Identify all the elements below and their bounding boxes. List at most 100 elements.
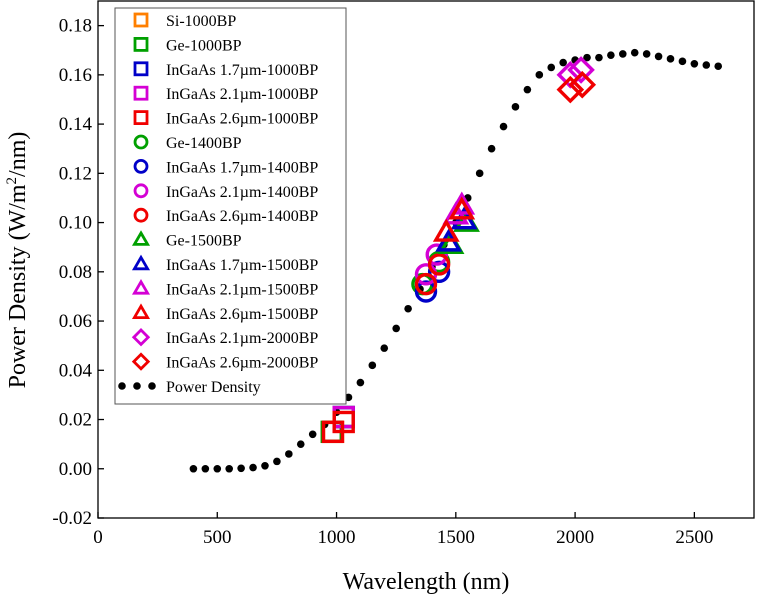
power-density-point — [678, 57, 687, 66]
legend-marker-square — [133, 61, 149, 77]
legend-marker-diamond — [131, 328, 151, 347]
power-density-point — [308, 430, 317, 439]
power-density-point — [189, 464, 198, 473]
power-density-point — [237, 464, 245, 473]
y-tick-label: 0.00 — [59, 459, 92, 480]
power-density-point — [607, 51, 615, 59]
legend-marker-circle — [133, 207, 149, 223]
y-axis-title-main: Power Density (W/m — [5, 184, 31, 388]
power-density-point — [642, 50, 651, 58]
legend-marker-dot — [133, 382, 141, 390]
y-tick-label: 0.14 — [59, 114, 93, 135]
marker-circle — [425, 243, 448, 266]
y-tick-label: 0.16 — [59, 65, 92, 86]
y-tick-label: 0.08 — [59, 262, 92, 283]
legend-marker-circle — [133, 158, 149, 174]
power-density-point — [487, 144, 496, 153]
legend-label: InGaAs 2.6µm-2000BP — [166, 355, 318, 372]
power-density-point — [368, 361, 377, 370]
power-density-point — [654, 52, 663, 61]
legend-marker-square — [133, 110, 149, 125]
legend-marker-circle — [133, 183, 149, 199]
power-density-point — [249, 463, 257, 472]
legend-label: Power Density — [166, 379, 261, 396]
x-tick-label: 500 — [203, 527, 232, 548]
power-density-point — [702, 61, 711, 69]
y-tick-label: 0.10 — [59, 213, 92, 234]
marker-triangle — [448, 196, 476, 220]
x-tick-label: 0 — [93, 527, 103, 548]
power-density-point — [404, 304, 412, 313]
legend-marker-square — [133, 37, 149, 52]
data-markers — [320, 56, 597, 444]
power-density-point — [475, 169, 484, 178]
y-tick-label: 0.02 — [59, 410, 92, 431]
power-density-point — [261, 462, 269, 470]
y-axis-title-superscript: 2 — [4, 177, 20, 185]
legend-marker-circle — [133, 134, 149, 150]
marker-diamond — [567, 56, 595, 84]
marker-triangle — [432, 218, 460, 242]
y-tick-label: 0.06 — [59, 311, 92, 332]
y-tick-label: 0.12 — [59, 163, 92, 184]
power-density-point — [595, 53, 603, 62]
x-tick-label: 2000 — [556, 527, 594, 548]
power-density-point — [380, 344, 389, 352]
marker-diamond — [556, 75, 585, 104]
plot-frame — [97, 0, 755, 519]
legend-marker-diamond — [131, 352, 151, 371]
marker-triangle — [448, 191, 476, 215]
legend-marker-dot — [118, 382, 126, 390]
legend-label: InGaAs 1.7µm-1400BP — [166, 159, 318, 176]
y-tick-label: 0.04 — [59, 360, 93, 381]
power-density-point — [630, 48, 639, 57]
power-density-point — [523, 85, 532, 94]
y-tick-label: -0.02 — [52, 508, 92, 529]
x-tick-label: 1500 — [437, 527, 475, 548]
legend-label: InGaAs 2.1µm-1400BP — [166, 184, 318, 201]
legend-marker-triangle — [131, 230, 151, 246]
legend-label: InGaAs 2.6µm-1000BP — [166, 111, 318, 128]
marker-circle — [414, 272, 438, 296]
power-density-point — [535, 71, 544, 79]
legend-label: Ge-1500BP — [166, 233, 242, 250]
legend-label: InGaAs 2.6µm-1400BP — [166, 208, 318, 225]
y-axis-title-tail: /nm) — [5, 132, 31, 177]
legend-marker-triangle — [131, 279, 151, 295]
power-density-point — [666, 55, 675, 63]
power-density-point — [273, 457, 281, 466]
x-axis-title: Wavelength (nm) — [343, 569, 510, 595]
power-density-point — [201, 464, 210, 473]
power-density-point — [285, 450, 293, 458]
power-density-point — [213, 464, 222, 473]
legend-label: Si-1000BP — [166, 13, 236, 30]
axis-ticks: 0 500 1000 1500 2000 2500 -0.02 0.00 0.02 0.04 0.0… — [52, 16, 713, 548]
x-tick-label: 1000 — [318, 527, 356, 548]
marker-diamond — [568, 70, 597, 99]
power-density-point — [225, 464, 233, 473]
legend-label: InGaAs 2.1µm-2000BP — [166, 330, 318, 347]
power-density-point — [690, 59, 699, 68]
legend-label: InGaAs 2.1µm-1500BP — [166, 281, 318, 298]
legend-marker-triangle — [131, 303, 151, 320]
legend-label: InGaAs 1.7µm-1000BP — [166, 62, 318, 79]
power-density-point — [511, 103, 520, 111]
power-density-point — [296, 440, 305, 448]
legend-label: InGaAs 1.7µm-1500BP — [166, 257, 318, 274]
power-density-point — [559, 58, 567, 67]
legend-marker-square — [133, 12, 149, 28]
power-density-point — [356, 378, 365, 387]
legend-label: Ge-1400BP — [166, 135, 242, 152]
power-density-point — [547, 63, 556, 72]
legend-label: Ge-1000BP — [166, 37, 242, 54]
legend-label: InGaAs 2.6µm-1500BP — [166, 306, 318, 323]
marker-circle — [414, 280, 438, 303]
legend-marker-square — [133, 85, 149, 101]
x-tick-label: 2500 — [675, 527, 713, 548]
y-tick-label: 0.18 — [59, 16, 92, 37]
legend-box — [114, 7, 347, 405]
legend-label: InGaAs 2.1µm-1000BP — [166, 86, 318, 103]
marker-circle — [427, 253, 451, 276]
power-density-point — [583, 53, 591, 62]
